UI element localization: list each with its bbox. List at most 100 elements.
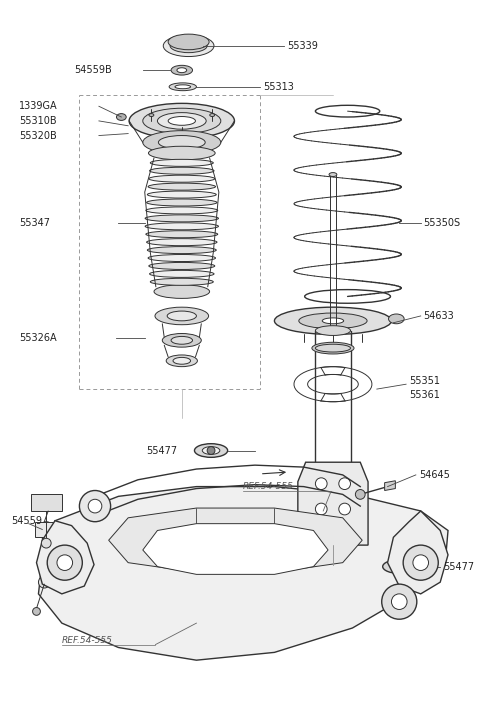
Polygon shape xyxy=(108,508,362,573)
Polygon shape xyxy=(298,462,368,545)
Text: 1339GA: 1339GA xyxy=(19,101,58,112)
Circle shape xyxy=(207,447,215,455)
Ellipse shape xyxy=(169,83,196,90)
Ellipse shape xyxy=(148,183,216,190)
Circle shape xyxy=(57,555,72,570)
Text: 54633: 54633 xyxy=(424,311,455,321)
Ellipse shape xyxy=(148,254,216,261)
Ellipse shape xyxy=(162,333,201,347)
Circle shape xyxy=(382,584,417,619)
Text: REF.54-555: REF.54-555 xyxy=(243,482,294,491)
Ellipse shape xyxy=(194,443,228,457)
Ellipse shape xyxy=(143,131,221,154)
Ellipse shape xyxy=(150,278,213,285)
Circle shape xyxy=(315,503,327,515)
Ellipse shape xyxy=(157,113,206,129)
Circle shape xyxy=(339,478,350,489)
Polygon shape xyxy=(143,524,328,575)
Circle shape xyxy=(355,489,365,499)
Ellipse shape xyxy=(180,131,184,134)
Text: 55310B: 55310B xyxy=(19,116,57,126)
Ellipse shape xyxy=(148,146,215,160)
Ellipse shape xyxy=(175,85,191,89)
Circle shape xyxy=(315,478,327,489)
Ellipse shape xyxy=(329,172,337,176)
Circle shape xyxy=(41,538,51,548)
Text: 55351: 55351 xyxy=(409,376,440,386)
Ellipse shape xyxy=(171,66,192,75)
Polygon shape xyxy=(38,486,448,660)
Ellipse shape xyxy=(388,314,404,324)
Ellipse shape xyxy=(171,337,192,345)
Ellipse shape xyxy=(168,34,209,49)
Ellipse shape xyxy=(210,114,215,116)
Polygon shape xyxy=(384,481,396,491)
Ellipse shape xyxy=(154,285,210,299)
Circle shape xyxy=(33,608,40,616)
Polygon shape xyxy=(36,521,94,594)
Circle shape xyxy=(47,545,83,580)
Text: REF.54-555: REF.54-555 xyxy=(62,636,113,645)
Ellipse shape xyxy=(168,116,195,125)
Ellipse shape xyxy=(117,114,126,121)
Ellipse shape xyxy=(150,167,214,174)
Ellipse shape xyxy=(177,68,187,73)
Ellipse shape xyxy=(383,560,416,573)
Ellipse shape xyxy=(322,318,344,324)
Circle shape xyxy=(88,499,102,513)
Ellipse shape xyxy=(173,357,191,364)
Text: 55326A: 55326A xyxy=(19,333,57,343)
Text: 54559B: 54559B xyxy=(74,65,112,76)
Ellipse shape xyxy=(150,270,214,277)
Circle shape xyxy=(38,522,54,537)
Text: 55339: 55339 xyxy=(287,41,318,51)
Ellipse shape xyxy=(145,215,218,222)
Circle shape xyxy=(79,491,110,522)
Ellipse shape xyxy=(299,313,367,328)
Ellipse shape xyxy=(147,191,216,198)
Ellipse shape xyxy=(166,355,197,366)
Text: 55477: 55477 xyxy=(443,561,474,572)
Circle shape xyxy=(413,555,429,570)
Ellipse shape xyxy=(391,563,408,570)
Ellipse shape xyxy=(146,207,218,214)
Circle shape xyxy=(392,594,407,609)
Text: 55477: 55477 xyxy=(146,445,177,455)
Circle shape xyxy=(38,576,50,588)
Text: 54559: 54559 xyxy=(11,515,42,526)
Text: 55313: 55313 xyxy=(263,82,294,92)
Polygon shape xyxy=(387,511,448,594)
Text: 55361: 55361 xyxy=(409,390,440,400)
Ellipse shape xyxy=(312,342,354,354)
Ellipse shape xyxy=(129,103,234,138)
Text: 54645: 54645 xyxy=(419,470,450,480)
Ellipse shape xyxy=(155,307,209,325)
Ellipse shape xyxy=(150,160,213,167)
Text: 55347: 55347 xyxy=(19,218,50,228)
Ellipse shape xyxy=(158,136,205,149)
Ellipse shape xyxy=(145,223,218,229)
Polygon shape xyxy=(35,522,58,537)
Text: 55320B: 55320B xyxy=(19,131,57,140)
Ellipse shape xyxy=(315,325,350,335)
Ellipse shape xyxy=(170,39,207,53)
Ellipse shape xyxy=(275,307,392,335)
Circle shape xyxy=(43,527,49,532)
Ellipse shape xyxy=(149,263,215,270)
Ellipse shape xyxy=(315,345,350,352)
Circle shape xyxy=(403,545,438,580)
Ellipse shape xyxy=(163,35,214,56)
Ellipse shape xyxy=(146,231,218,238)
Circle shape xyxy=(339,503,350,515)
Text: 55350S: 55350S xyxy=(424,218,461,228)
Ellipse shape xyxy=(202,447,220,455)
Ellipse shape xyxy=(315,472,350,481)
Ellipse shape xyxy=(149,175,215,182)
Ellipse shape xyxy=(146,199,217,206)
Ellipse shape xyxy=(149,114,154,116)
Ellipse shape xyxy=(147,246,216,253)
Ellipse shape xyxy=(167,311,196,321)
Polygon shape xyxy=(31,494,62,511)
Circle shape xyxy=(396,563,403,570)
Ellipse shape xyxy=(146,239,217,246)
